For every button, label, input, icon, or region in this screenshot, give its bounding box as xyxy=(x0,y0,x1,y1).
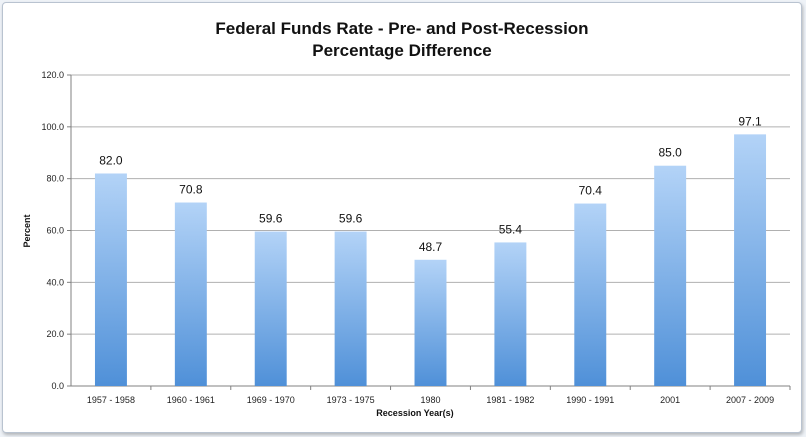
y-tick-label: 80.0 xyxy=(46,174,64,184)
bar xyxy=(94,173,127,386)
x-tick-label: 1990 - 1991 xyxy=(566,395,614,405)
bar-chart: Federal Funds Rate - Pre- and Post-Reces… xyxy=(22,19,791,418)
y-tick-label: 20.0 xyxy=(46,329,64,339)
x-tick-label: 1980 xyxy=(420,395,440,405)
x-tick-label: 1981 - 1982 xyxy=(486,395,534,405)
data-label: 82.0 xyxy=(99,153,123,167)
chart-subtitle: Percentage Difference xyxy=(312,41,492,60)
y-tick-label: 60.0 xyxy=(46,226,64,236)
data-label: 48.7 xyxy=(419,240,443,254)
bar xyxy=(254,231,287,386)
y-tick-label: 100.0 xyxy=(41,122,64,132)
y-tick-label: 40.0 xyxy=(46,277,64,287)
x-tick-label: 2007 - 2009 xyxy=(726,395,774,405)
bar xyxy=(414,259,447,386)
data-label: 59.6 xyxy=(259,212,283,226)
bar xyxy=(654,165,687,386)
x-tick-label: 1969 - 1970 xyxy=(247,395,295,405)
bar xyxy=(334,231,367,386)
bar xyxy=(494,242,527,386)
y-axis-title: Percent xyxy=(22,214,32,247)
data-label: 97.1 xyxy=(738,114,762,128)
x-axis-title: Recession Year(s) xyxy=(376,408,453,418)
y-tick-label: 120.0 xyxy=(41,70,64,80)
data-label: 85.0 xyxy=(658,146,682,160)
bar xyxy=(574,203,607,386)
data-label: 70.4 xyxy=(579,184,603,198)
chart-title: Federal Funds Rate - Pre- and Post-Reces… xyxy=(215,19,588,38)
data-label: 59.6 xyxy=(339,212,363,226)
chart-frame: Federal Funds Rate - Pre- and Post-Reces… xyxy=(2,2,802,433)
x-tick-label: 1957 - 1958 xyxy=(87,395,135,405)
x-tick-label: 2001 xyxy=(660,395,680,405)
data-label: 70.8 xyxy=(179,183,203,197)
x-tick-label: 1960 - 1961 xyxy=(167,395,215,405)
bar xyxy=(174,202,207,386)
data-label: 55.4 xyxy=(499,222,523,236)
bar xyxy=(734,134,767,386)
x-tick-label: 1973 - 1975 xyxy=(327,395,375,405)
y-tick-label: 0.0 xyxy=(51,381,64,391)
